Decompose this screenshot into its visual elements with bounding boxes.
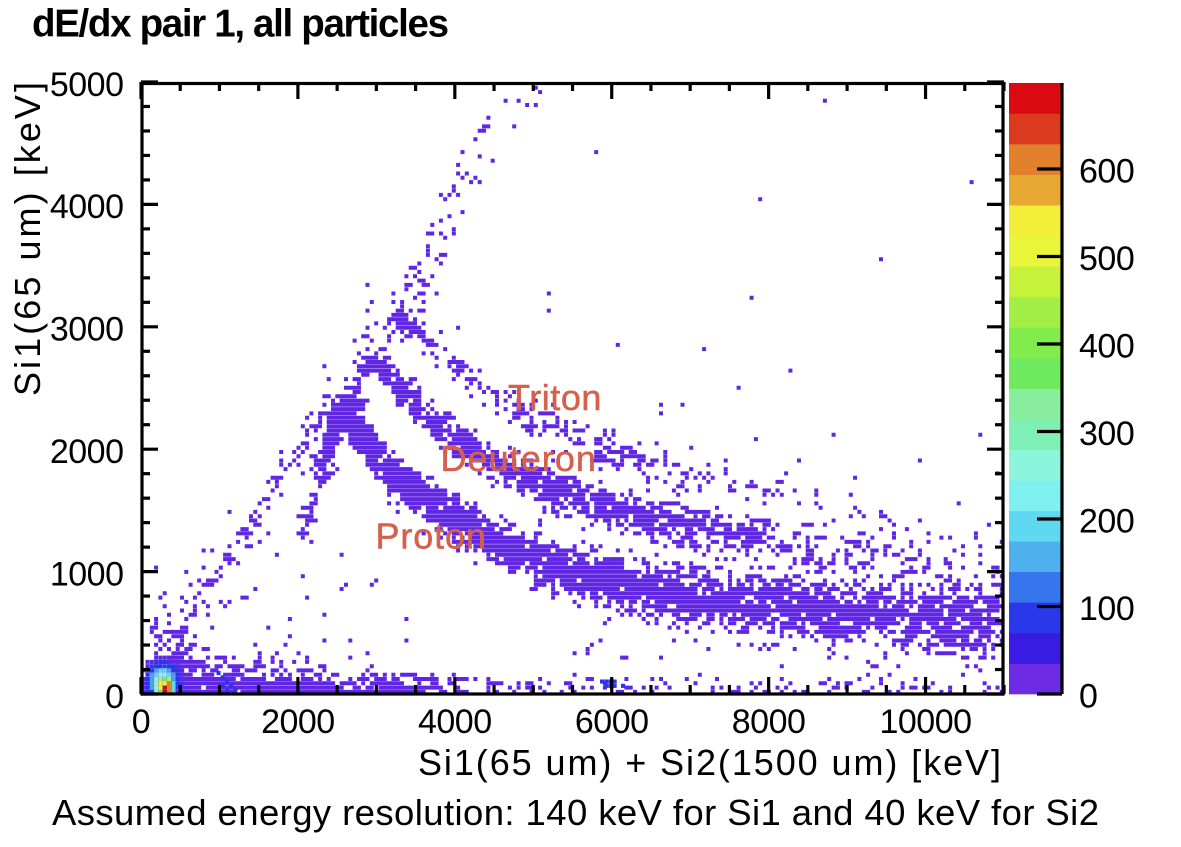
svg-text:100: 100 — [1079, 590, 1134, 628]
svg-text:4000: 4000 — [418, 703, 492, 741]
svg-text:1000: 1000 — [50, 555, 124, 593]
svg-text:8000: 8000 — [732, 703, 806, 741]
svg-text:Si1(65 um) + Si2(1500 um) [keV: Si1(65 um) + Si2(1500 um) [keV] — [418, 742, 1001, 783]
svg-text:600: 600 — [1079, 153, 1134, 191]
svg-text:300: 300 — [1079, 415, 1134, 453]
svg-text:Deuteron: Deuteron — [441, 438, 596, 479]
svg-text:200: 200 — [1079, 503, 1134, 541]
svg-text:Triton: Triton — [508, 377, 601, 418]
svg-text:Assumed energy resolution: 140: Assumed energy resolution: 140 keV for S… — [52, 792, 1099, 833]
svg-text:0: 0 — [105, 678, 123, 716]
svg-text:10000: 10000 — [879, 703, 971, 741]
svg-text:5000: 5000 — [50, 66, 124, 104]
svg-text:4000: 4000 — [50, 188, 124, 226]
svg-text:Proton: Proton — [376, 516, 486, 557]
svg-text:dE/dx pair 1, all particles: dE/dx pair 1, all particles — [32, 3, 449, 46]
svg-text:0: 0 — [1079, 678, 1097, 716]
svg-text:0: 0 — [132, 703, 150, 741]
svg-text:2000: 2000 — [50, 433, 124, 471]
svg-text:6000: 6000 — [575, 703, 649, 741]
svg-text:500: 500 — [1079, 240, 1134, 278]
svg-text:2000: 2000 — [261, 703, 335, 741]
svg-text:3000: 3000 — [50, 311, 124, 349]
svg-text:400: 400 — [1079, 328, 1134, 366]
